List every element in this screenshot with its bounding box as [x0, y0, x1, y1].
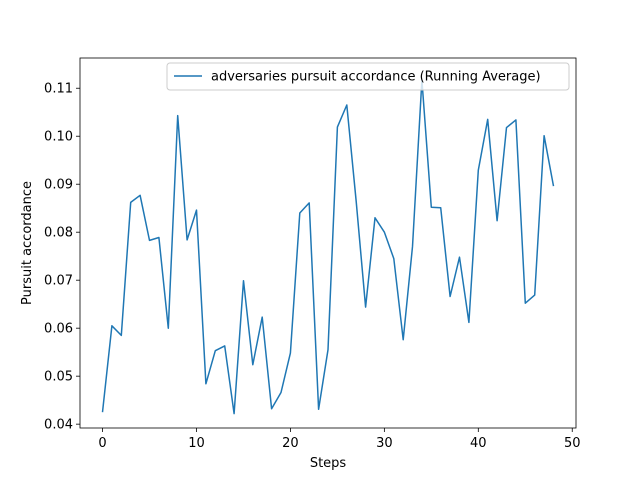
x-axis-label: Steps — [310, 456, 347, 471]
series-layer — [101, 79, 555, 415]
y-tick-label: 0.06 — [44, 322, 73, 337]
x-tick-label: 10 — [188, 436, 205, 451]
axis-ticks: 0 10 20 30 40 50 0.04 0.05 0.06 0.07 0.08 0.09 0.10 0… — [44, 82, 580, 451]
y-axis-label: Pursuit accordance — [20, 181, 35, 305]
x-tick-label: 30 — [376, 436, 393, 451]
y-tick-label: 0.05 — [44, 370, 73, 385]
x-tick-label: 50 — [564, 436, 581, 451]
y-tick-label: 0.09 — [44, 178, 73, 193]
x-tick-label: 20 — [282, 436, 299, 451]
plot-frame — [79, 57, 577, 429]
legend-box — [166, 62, 570, 91]
y-tick-label: 0.11 — [44, 82, 73, 97]
series-line — [101, 79, 555, 415]
legend: adversaries pursuit accordance (Running … — [166, 62, 570, 91]
y-tick-label: 0.04 — [44, 418, 73, 433]
y-tick-label: 0.10 — [44, 130, 73, 145]
legend-entry-label: adversaries pursuit accordance (Running … — [211, 70, 541, 85]
plot-area — [79, 57, 577, 429]
y-tick-label: 0.07 — [44, 274, 73, 289]
x-tick-label: 0 — [98, 436, 106, 451]
x-tick-label: 40 — [470, 436, 487, 451]
y-tick-label: 0.08 — [44, 226, 73, 241]
